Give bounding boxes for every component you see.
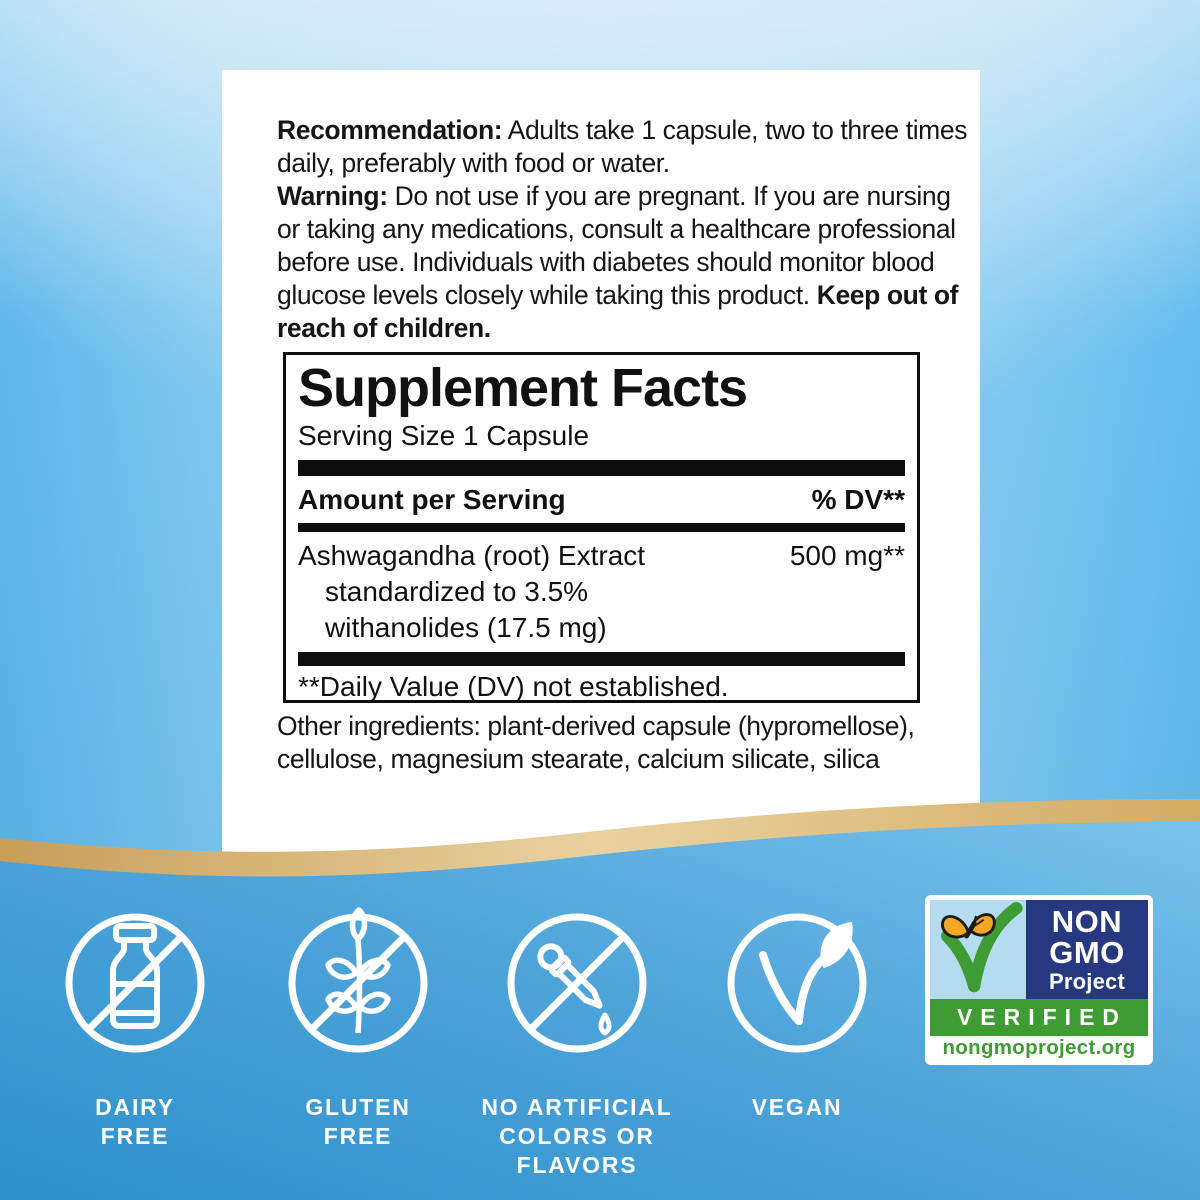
- label-panel: Recommendation: Adults take 1 capsule, t…: [222, 70, 980, 858]
- verified-banner: VERIFIED: [930, 999, 1148, 1036]
- no-artificial-colors-label: NO ARTIFICIAL COLORS OR FLAVORS: [481, 1094, 673, 1178]
- dv-footnote: **Daily Value (DV) not established.: [298, 671, 729, 702]
- vegan-label: VEGAN: [751, 1094, 843, 1120]
- amount-per-serving-header: Amount per Serving: [298, 484, 566, 515]
- ingredient-row: Ashwagandha (root) Extract 500 mg**: [298, 540, 905, 572]
- facts-header-row: Amount per Serving % DV**: [298, 484, 905, 516]
- divider-bar-medium: [298, 523, 905, 532]
- dairy-free-label: DAIRY FREE: [95, 1094, 175, 1149]
- non-gmo-butterfly-art: [930, 900, 1026, 999]
- directions-block: Recommendation: Adults take 1 capsule, t…: [277, 114, 969, 345]
- non-gmo-top-row: NON GMO Project: [930, 900, 1148, 999]
- percent-dv-header: % DV**: [811, 484, 905, 515]
- project-text: Project: [1049, 969, 1125, 994]
- gold-wave-divider: [0, 798, 1200, 1200]
- bottom-blue-area: [0, 820, 1200, 1200]
- vegan-icon: [712, 898, 882, 1068]
- warning-label: Warning:: [277, 181, 388, 211]
- gmo-text: GMO: [1049, 935, 1125, 970]
- ingredient-amount: 500 mg**: [789, 540, 905, 571]
- gluten-free-label: GLUTEN FREE: [305, 1094, 411, 1149]
- ingredient-detail-1: standardized to 3.5%: [325, 576, 589, 607]
- warning-emphasis: Keep out of reach of children.: [277, 280, 959, 343]
- divider-bar-bottom: [298, 652, 905, 666]
- no-artificial-colors-icon: [492, 898, 662, 1068]
- non-gmo-verified-badge: NON GMO Project VERIFIED nongmoproject.o…: [925, 895, 1153, 1065]
- dairy-free-icon: [50, 898, 220, 1068]
- gold-ribbon: [0, 798, 1200, 877]
- recommendation-label: Recommendation:: [277, 115, 503, 145]
- supplement-facts-title: Supplement Facts: [298, 358, 748, 418]
- non-gmo-wordmark: NON GMO Project: [1026, 900, 1148, 999]
- supplement-facts-box: Supplement Facts Serving Size 1 Capsule …: [283, 352, 920, 703]
- non-text: NON: [1051, 904, 1123, 939]
- gluten-free-icon: [273, 898, 443, 1068]
- other-ingredients-text: Other ingredients: plant-derived capsule…: [277, 711, 915, 774]
- serving-size: Serving Size 1 Capsule: [298, 420, 590, 451]
- ingredient-name: Ashwagandha (root) Extract: [298, 540, 646, 571]
- recommendation-text: Recommendation: Adults take 1 capsule, t…: [277, 115, 968, 178]
- nongmo-url: nongmoproject.org: [942, 1036, 1136, 1059]
- butterfly-checkmark-icon: [941, 901, 1023, 993]
- ingredient-detail-2: withanolides (17.5 mg): [325, 612, 607, 643]
- warning-text: Warning: Do not use if you are pregnant.…: [277, 181, 959, 343]
- divider-bar-thick: [298, 460, 905, 476]
